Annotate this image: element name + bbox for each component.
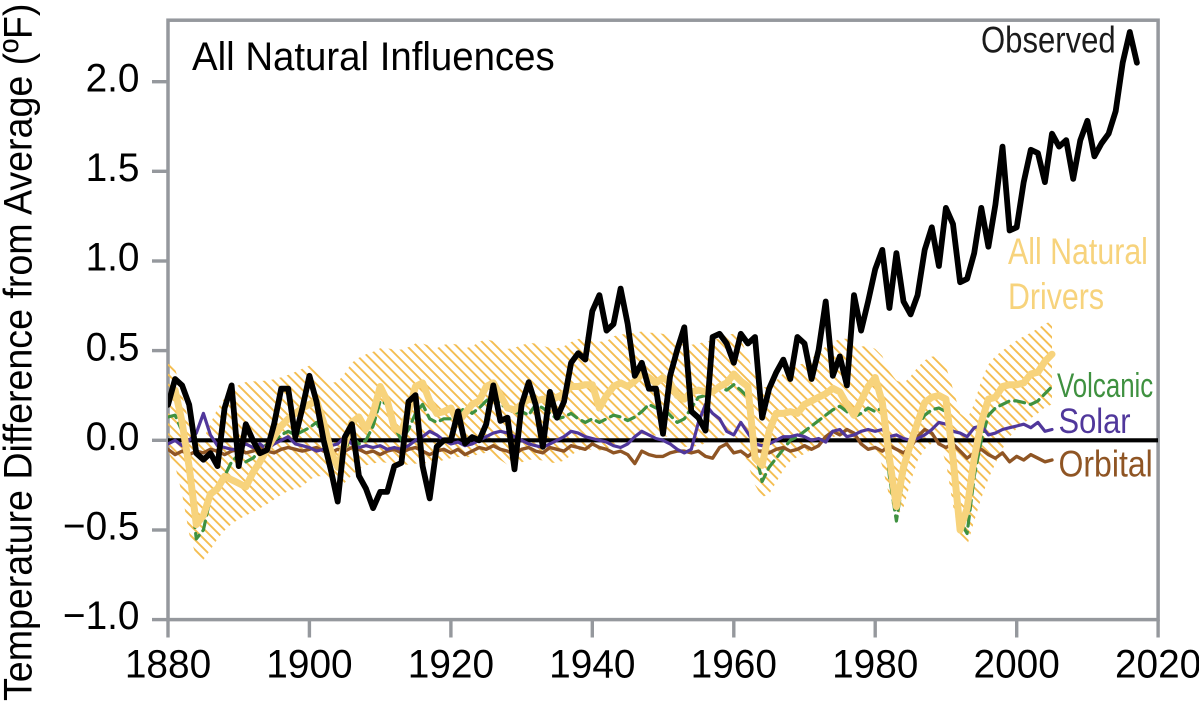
svg-text:Volcanic: Volcanic: [1057, 368, 1153, 405]
svg-text:1.5: 1.5: [86, 145, 140, 190]
svg-text:1900: 1900: [266, 642, 352, 687]
svg-text:1.0: 1.0: [86, 235, 140, 280]
svg-text:1880: 1880: [125, 642, 211, 687]
svg-text:1920: 1920: [408, 642, 494, 687]
svg-text:1940: 1940: [549, 642, 635, 687]
svg-text:All Natural Influences: All Natural Influences: [192, 35, 555, 79]
svg-text:2.0: 2.0: [86, 56, 140, 101]
svg-text:Temperature Difference from Av: Temperature Difference from Average (ºF): [0, 4, 41, 701]
svg-text:−1.0: −1.0: [63, 594, 140, 639]
svg-text:2020: 2020: [1115, 642, 1199, 687]
svg-text:Drivers: Drivers: [1008, 276, 1104, 318]
svg-text:Orbital: Orbital: [1059, 444, 1153, 485]
svg-text:0.5: 0.5: [86, 325, 140, 370]
svg-text:0.0: 0.0: [86, 414, 140, 459]
svg-text:2000: 2000: [974, 642, 1060, 687]
svg-text:Solar: Solar: [1059, 402, 1131, 441]
svg-text:−0.5: −0.5: [63, 504, 140, 549]
svg-text:All Natural: All Natural: [1008, 231, 1148, 273]
svg-text:1980: 1980: [832, 642, 918, 687]
svg-text:1960: 1960: [691, 642, 777, 687]
svg-text:Observed: Observed: [981, 20, 1116, 61]
